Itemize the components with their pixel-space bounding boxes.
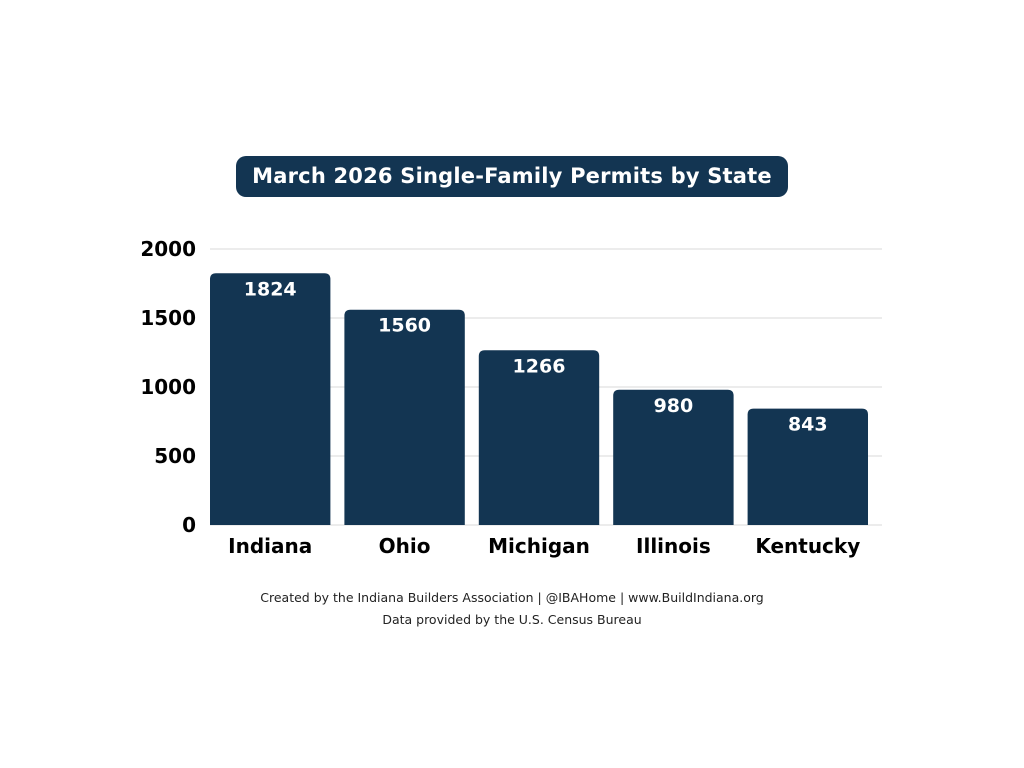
x-tick-label: Ohio — [379, 534, 431, 558]
bar — [344, 309, 465, 525]
x-tick-label: Michigan — [488, 534, 590, 558]
bar — [747, 408, 868, 525]
x-tick-label: Kentucky — [755, 534, 860, 558]
bar-value-label: 1266 — [513, 355, 566, 377]
y-tick-label: 1000 — [140, 375, 196, 399]
bar-value-label: 843 — [788, 414, 828, 436]
bar-value-label: 1560 — [378, 315, 431, 337]
bar-value-label: 1824 — [244, 278, 297, 300]
x-tick-label: Indiana — [228, 534, 312, 558]
data-source-line: Data provided by the U.S. Census Bureau — [382, 612, 642, 627]
bar — [478, 350, 600, 525]
chart-title: March 2026 Single-Family Permits by Stat… — [236, 156, 788, 197]
y-tick-label: 0 — [182, 513, 196, 537]
bar — [210, 273, 331, 525]
x-tick-label: Illinois — [636, 534, 711, 558]
y-tick-label: 2000 — [140, 237, 196, 261]
credit-line: Created by the Indiana Builders Associat… — [260, 590, 764, 605]
y-tick-label: 500 — [154, 444, 196, 468]
bar — [613, 389, 734, 525]
bar-value-label: 980 — [654, 395, 694, 417]
y-tick-label: 1500 — [140, 306, 196, 330]
